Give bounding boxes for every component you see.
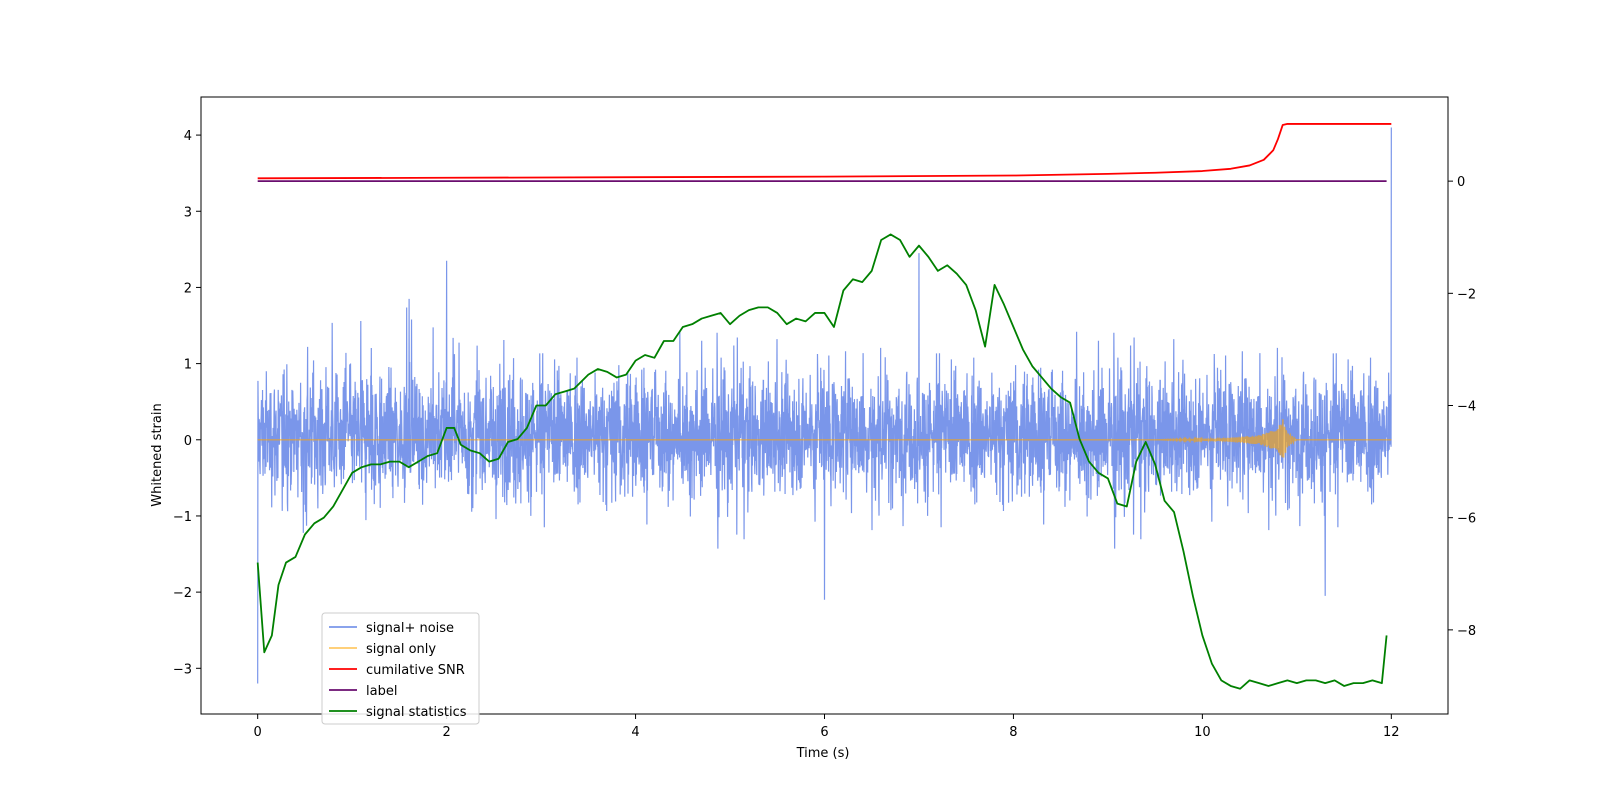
legend-label: signal+ noise [366, 621, 454, 636]
y2-tick-label: −8 [1457, 624, 1476, 639]
series-signal-statistics-line [256, 233, 1388, 690]
x-tick-label: 12 [1383, 725, 1400, 740]
y-tick-label: 0 [184, 434, 192, 449]
y-tick-label: −2 [173, 586, 192, 601]
x-tick-label: 6 [820, 725, 828, 740]
legend-label: cumilative SNR [366, 663, 465, 678]
y-tick-label: 3 [184, 205, 192, 220]
series-signal-noise-line [257, 127, 1392, 684]
legend: signal+ noise signal only cumilative SNR la… [321, 612, 480, 725]
y2-tick-label: −6 [1457, 512, 1476, 527]
x-tick-label: 10 [1194, 725, 1211, 740]
y-tick-label: −1 [173, 510, 192, 525]
y-axis-right: −8 −6 −4 −2 0 [1448, 175, 1476, 639]
x-tick-label: 8 [1009, 725, 1017, 740]
legend-label: label [366, 684, 397, 699]
x-axis-title: Time (s) [796, 746, 850, 761]
x-tick-label: 2 [442, 725, 450, 740]
y2-tick-label: 0 [1457, 175, 1465, 190]
series-signal-only-line [257, 419, 1392, 458]
series-cumulative-snr-line [257, 123, 1392, 180]
x-tick-label: 4 [631, 725, 639, 740]
y-tick-label: 4 [184, 129, 192, 144]
y-tick-label: 1 [184, 358, 192, 373]
legend-box [321, 612, 480, 725]
y2-tick-label: −4 [1457, 400, 1476, 415]
legend-label: signal statistics [366, 705, 467, 720]
y-tick-label: −3 [173, 662, 192, 677]
y-axis-title: Whitened strain [150, 403, 165, 506]
y-tick-label: 2 [184, 281, 192, 296]
plot-area [256, 123, 1392, 690]
legend-label: signal only [366, 642, 436, 657]
x-tick-label: 0 [254, 725, 262, 740]
y-axis-left: −3 −2 −1 0 1 2 3 4 [173, 129, 201, 677]
y2-tick-label: −2 [1457, 287, 1476, 302]
